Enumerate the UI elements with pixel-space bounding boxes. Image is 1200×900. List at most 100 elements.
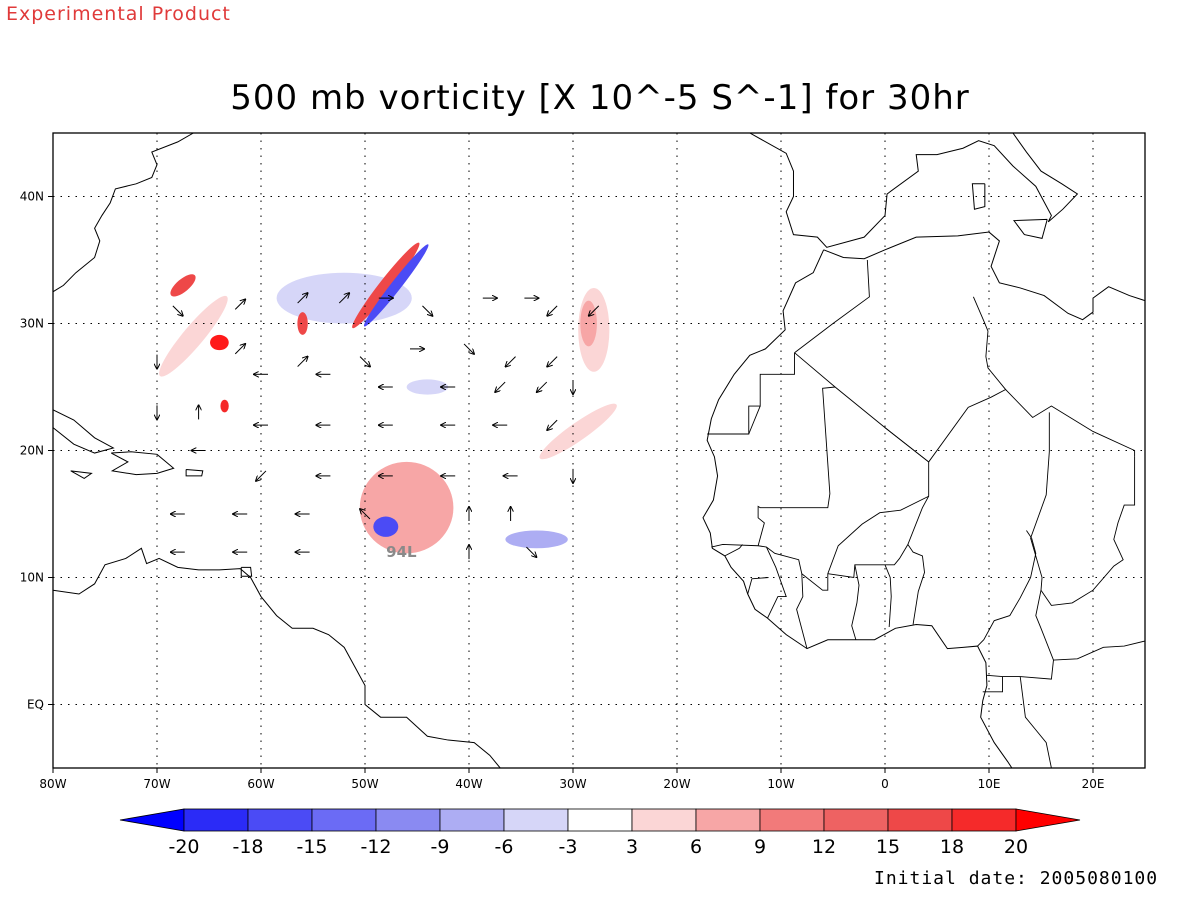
wind-vector [297,293,308,304]
colorbar-swatch [695,808,761,832]
colorbar-label: 12 [812,836,836,858]
wind-vector [256,470,267,481]
vorticity-region-13 [220,399,229,413]
country-border-14 [796,573,808,649]
country-border-10 [1030,412,1136,606]
wind-vector [338,293,349,304]
vorticity-region-14 [297,312,308,335]
lon-tick-label: 10W [767,777,794,791]
country-border-13 [884,564,892,628]
graticule [53,133,1145,768]
vorticity-region-3 [505,530,568,549]
wind-vector [537,381,548,392]
country-border-1 [794,259,870,354]
country-borders [707,259,1145,768]
lon-tick-label: 80W [39,777,66,791]
vorticity-region-12 [210,334,229,351]
coastline-6 [53,547,501,768]
colorbar-label: -20 [168,836,199,858]
vorticity-region-15 [406,379,449,395]
country-border-6 [1005,389,1136,457]
colorbar-min-arrow [119,808,185,832]
country-border-21 [1019,676,1052,768]
colorbar-swatch [887,808,953,832]
vorticity-region-6 [363,244,429,327]
vorticity-region-5 [352,242,420,329]
lat-tick-label: 20N [20,444,44,458]
lon-tick-label: 10E [978,777,1001,791]
colorbar-swatch [311,808,377,832]
colorbar-swatch [567,808,633,832]
lat-tick-label: 40N [20,190,44,204]
colorbar-label: -12 [360,836,391,858]
chart-title: 500 mb vorticity [X 10^-5 S^-1] for 30hr [230,78,970,118]
wind-vector [234,344,245,355]
colorbar-label: -15 [296,836,327,858]
experimental-product-label: Experimental Product [6,3,231,25]
lon-tick-label: 60W [247,777,274,791]
lon-tick-label: 20E [1082,777,1105,791]
lon-tick-label: 0 [881,777,889,791]
colorbar-label: 18 [940,836,964,858]
wind-vector [422,305,432,316]
colorbar-label: -9 [431,836,450,858]
axis-ticks: 80W 70W 60W 50W 40W 30W 20W 10W 0 10E 20E EQ 10N 20N 3… [20,190,1105,792]
country-border-4 [748,405,761,435]
lon-tick-label: 20W [663,777,690,791]
country-border-7 [907,496,930,625]
coastline-7 [240,566,253,577]
plot-frame [52,132,1146,769]
wind-vector [297,357,308,367]
colorbar-swatch [247,808,313,832]
colorbar-swatch [375,808,441,832]
wind-vector [589,305,600,316]
colorbar-label: 6 [690,836,702,858]
coastline-2 [53,409,115,454]
country-border-20 [1053,640,1145,661]
vorticity-region-11 [170,274,196,297]
country-border-5 [928,296,1007,463]
colorbar: -20 -18 -15 -12 -9 -6 -3 3 6 9 12 15 18 20 [119,808,1081,858]
colorbar-max-arrow [1015,808,1081,832]
wind-vectors [157,293,600,560]
colorbar-label: 20 [1004,836,1028,858]
colorbar-label: -18 [232,836,263,858]
wind-vector [172,305,183,316]
coastline-11 [823,231,1145,321]
colorbar-label: -6 [495,836,514,858]
coastline-5 [185,469,204,477]
initial-date-label: Initial date: 2005080100 [874,868,1159,889]
coastline-10 [971,183,986,210]
coastline-4 [70,470,93,480]
colorbar-label: 15 [876,836,900,858]
country-border-8 [884,427,929,463]
colorbar-swatch [823,808,889,832]
colorbar-label: 9 [754,836,766,858]
vorticity-region-2 [373,516,399,537]
colorbar-swatch [439,808,505,832]
colorbar-label: 3 [626,836,638,858]
coastline-8 [749,133,1079,248]
wind-vector [547,356,558,367]
vorticity-region-9 [539,403,617,460]
wind-vector [547,419,558,430]
wind-vector [463,343,474,354]
country-border-16 [747,577,769,595]
storm-label-layer: 94L [386,543,417,561]
coastline-9 [1012,218,1048,239]
country-border-12 [851,564,860,640]
wind-vector [506,356,516,367]
lat-tick-label: EQ [27,698,44,712]
lon-tick-label: 30W [559,777,586,791]
country-border-17 [724,544,743,557]
colorbar-swatch [951,808,1017,832]
lat-tick-label: 30N [20,317,44,331]
colorbar-label: -3 [559,836,578,858]
country-border-0 [707,352,795,435]
vorticity-region-10 [159,295,228,377]
country-border-15 [766,546,787,619]
country-border-9 [977,530,1037,647]
country-border-11 [827,544,909,579]
country-border-2 [711,352,930,591]
